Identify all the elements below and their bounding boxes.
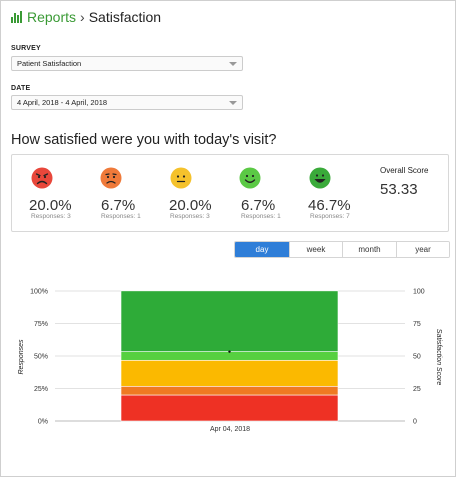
very-unhappy-face-icon — [31, 167, 53, 189]
bar-chart-icon — [11, 11, 23, 23]
bar-segment-5 — [120, 290, 339, 352]
y2-axis-label: Satisfaction Score — [435, 329, 442, 386]
face-1-responses: Responses: 3 — [31, 213, 71, 220]
face-5-responses: Responses: 7 — [310, 213, 350, 220]
chart-right-ticks: 0 25 50 75 100 — [413, 289, 425, 426]
date-select-value: 4 April, 2018 - 4 April, 2018 — [17, 98, 108, 107]
chart-bars — [120, 290, 339, 422]
very-happy-face-icon — [309, 167, 331, 189]
score-card: 20.0% 6.7% 20.0% 6.7% 46.7% Responses: 3… — [11, 154, 449, 232]
bar-segment-3 — [120, 359, 339, 387]
happy-face-icon — [239, 167, 261, 189]
y2-tick-label: 0 — [413, 419, 417, 426]
face-2-responses: Responses: 1 — [101, 213, 141, 220]
breadcrumb-reports-link[interactable]: Reports — [27, 9, 77, 25]
face-2-percent: 6.7% — [101, 197, 136, 214]
y-tick-label: 75% — [34, 321, 48, 328]
chart-left-ticks: 0% 25% 50% 75% 100% — [30, 289, 48, 426]
face-1-percent: 20.0% — [29, 197, 72, 214]
y-tick-label: 0% — [38, 419, 48, 426]
breadcrumb: Reports › Satisfaction — [11, 8, 161, 26]
survey-select-value: Patient Satisfaction — [17, 59, 82, 68]
y2-tick-label: 50 — [413, 354, 421, 361]
satisfaction-chart: 0% 25% 50% 75% 100% 0 25 50 75 100 Responses Sat… — [18, 289, 442, 434]
y-tick-label: 100% — [30, 289, 48, 296]
chevron-down-icon — [229, 62, 237, 66]
y-tick-label: 50% — [34, 354, 48, 361]
overall-score-label: Overall Score — [380, 166, 429, 175]
date-select[interactable]: 4 April, 2018 - 4 April, 2018 — [11, 95, 243, 110]
breadcrumb-current: Satisfaction — [88, 9, 162, 25]
face-4-responses: Responses: 1 — [241, 213, 281, 220]
survey-label: SURVEY — [11, 45, 41, 52]
period-tabs: day week month year — [234, 241, 450, 258]
y2-tick-label: 25 — [413, 386, 421, 393]
y2-tick-label: 75 — [413, 321, 421, 328]
tab-year[interactable]: year — [396, 242, 449, 257]
bar-segment-2 — [120, 385, 339, 396]
face-5-percent: 46.7% — [308, 197, 351, 214]
face-4-percent: 6.7% — [241, 197, 276, 214]
date-label: DATE — [11, 85, 31, 92]
tab-week[interactable]: week — [289, 242, 342, 257]
x-category-label: Apr 04, 2018 — [210, 426, 250, 433]
overall-score-value: 53.33 — [380, 181, 418, 198]
survey-select[interactable]: Patient Satisfaction — [11, 56, 243, 71]
neutral-face-icon — [170, 167, 192, 189]
unhappy-face-icon — [100, 167, 122, 189]
satisfaction-score-point — [228, 350, 231, 353]
face-3-responses: Responses: 3 — [170, 213, 210, 220]
bar-segment-1 — [120, 394, 339, 422]
question-title: How satisfied were you with today's visi… — [11, 132, 277, 148]
tab-day[interactable]: day — [235, 242, 289, 257]
y-tick-label: 25% — [34, 386, 48, 393]
tab-month[interactable]: month — [342, 242, 396, 257]
breadcrumb-separator: › — [80, 9, 85, 25]
y-axis-label: Responses — [18, 339, 25, 375]
face-3-percent: 20.0% — [169, 197, 212, 214]
y2-tick-label: 100 — [413, 289, 425, 296]
bar-segment-4 — [120, 351, 339, 361]
chevron-down-icon — [229, 101, 237, 105]
